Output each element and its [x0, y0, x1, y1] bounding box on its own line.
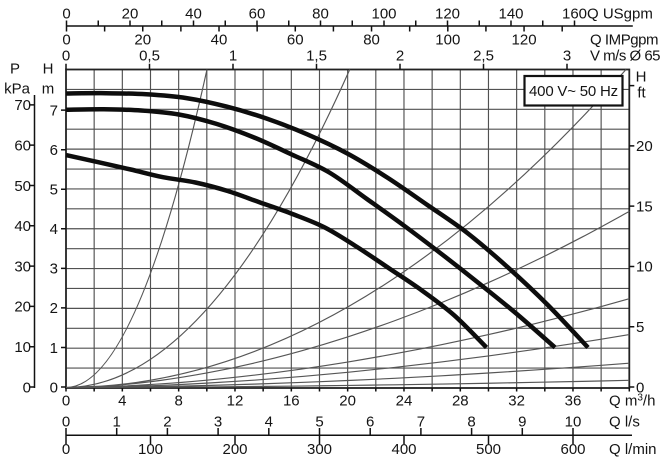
svg-text:8: 8: [467, 413, 475, 430]
svg-text:20: 20: [14, 299, 31, 316]
svg-text:60: 60: [287, 31, 304, 48]
svg-text:Q l/s: Q l/s: [609, 413, 640, 430]
svg-text:0: 0: [62, 441, 70, 458]
svg-text:Q IMPgpm: Q IMPgpm: [590, 31, 658, 48]
svg-text:10: 10: [14, 339, 31, 356]
svg-text:10: 10: [636, 259, 653, 276]
svg-text:Q l/min: Q l/min: [609, 441, 657, 458]
svg-text:120: 120: [435, 5, 460, 22]
svg-text:50: 50: [14, 178, 31, 195]
svg-text:4: 4: [265, 413, 273, 430]
svg-text:500: 500: [476, 441, 501, 458]
svg-text:0: 0: [23, 379, 31, 396]
svg-text:30: 30: [14, 258, 31, 275]
svg-text:8: 8: [174, 392, 182, 409]
svg-text:1,5: 1,5: [306, 47, 327, 64]
svg-text:600: 600: [560, 441, 585, 458]
svg-text:3: 3: [563, 47, 571, 64]
svg-text:1: 1: [113, 413, 121, 430]
svg-text:0: 0: [62, 392, 70, 409]
svg-text:1: 1: [229, 47, 237, 64]
svg-text:5: 5: [636, 319, 644, 336]
svg-text:20: 20: [134, 31, 151, 48]
svg-text:20: 20: [122, 5, 139, 22]
svg-text:2: 2: [50, 300, 58, 317]
svg-text:80: 80: [363, 31, 380, 48]
svg-text:0: 0: [50, 379, 58, 396]
svg-text:H: H: [43, 60, 54, 77]
svg-text:20: 20: [339, 392, 356, 409]
svg-text:9: 9: [518, 413, 526, 430]
svg-text:400: 400: [391, 441, 416, 458]
svg-text:2: 2: [163, 413, 171, 430]
svg-text:300: 300: [307, 441, 332, 458]
svg-text:7: 7: [50, 102, 58, 119]
svg-text:0: 0: [636, 379, 644, 396]
svg-text:6: 6: [366, 413, 374, 430]
svg-text:20: 20: [636, 138, 653, 155]
svg-text:200: 200: [222, 441, 247, 458]
svg-text:100: 100: [435, 31, 460, 48]
svg-text:24: 24: [396, 392, 413, 409]
svg-text:12: 12: [227, 392, 244, 409]
svg-text:120: 120: [512, 31, 537, 48]
svg-text:28: 28: [452, 392, 469, 409]
svg-text:0: 0: [62, 31, 70, 48]
svg-text:Q USgpm: Q USgpm: [587, 5, 653, 22]
svg-text:70: 70: [14, 97, 31, 114]
svg-text:32: 32: [508, 392, 525, 409]
svg-text:0,5: 0,5: [139, 47, 160, 64]
svg-text:0: 0: [62, 413, 70, 430]
svg-text:0: 0: [62, 47, 70, 64]
svg-text:16: 16: [283, 392, 300, 409]
svg-text:60: 60: [249, 5, 266, 22]
svg-text:400 V~ 50 Hz: 400 V~ 50 Hz: [529, 83, 618, 100]
svg-text:m: m: [42, 80, 55, 97]
svg-text:ft: ft: [637, 84, 646, 101]
svg-text:100: 100: [138, 441, 163, 458]
svg-text:80: 80: [312, 5, 329, 22]
svg-text:0: 0: [62, 5, 70, 22]
svg-text:V m/s Ø 65: V m/s Ø 65: [590, 47, 660, 64]
svg-text:140: 140: [498, 5, 523, 22]
svg-text:4: 4: [118, 392, 126, 409]
svg-text:1: 1: [50, 340, 58, 357]
svg-text:60: 60: [14, 137, 31, 154]
svg-text:H: H: [636, 68, 647, 85]
svg-text:5: 5: [315, 413, 323, 430]
svg-text:10: 10: [565, 413, 582, 430]
svg-text:36: 36: [565, 392, 582, 409]
svg-text:15: 15: [636, 198, 653, 215]
svg-text:2,5: 2,5: [473, 47, 494, 64]
svg-text:160: 160: [562, 5, 587, 22]
svg-text:P: P: [10, 60, 20, 77]
svg-text:7: 7: [417, 413, 425, 430]
svg-text:5: 5: [50, 182, 58, 199]
svg-text:kPa: kPa: [4, 80, 31, 97]
svg-text:40: 40: [14, 218, 31, 235]
svg-text:40: 40: [185, 5, 202, 22]
svg-text:40: 40: [211, 31, 228, 48]
svg-text:6: 6: [50, 142, 58, 159]
svg-text:3: 3: [50, 261, 58, 278]
svg-text:Q m3/h: Q m3/h: [609, 392, 655, 409]
svg-text:3: 3: [214, 413, 222, 430]
svg-text:4: 4: [50, 221, 58, 238]
svg-text:100: 100: [371, 5, 396, 22]
svg-text:2: 2: [396, 47, 404, 64]
